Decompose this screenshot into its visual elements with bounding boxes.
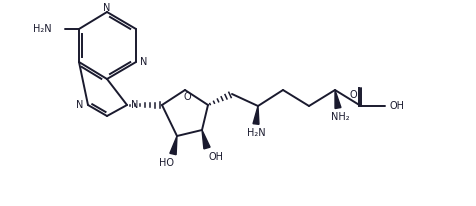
Text: OH: OH <box>389 101 405 111</box>
Text: O: O <box>349 90 357 100</box>
Text: HO: HO <box>159 158 175 168</box>
Text: N: N <box>76 100 84 110</box>
Text: H₂N: H₂N <box>247 128 265 138</box>
Polygon shape <box>335 90 341 109</box>
Polygon shape <box>170 136 177 155</box>
Text: N: N <box>140 57 148 67</box>
Text: N: N <box>103 3 111 13</box>
Text: NH₂: NH₂ <box>331 112 349 122</box>
Text: O: O <box>183 92 191 102</box>
Text: OH: OH <box>208 152 224 162</box>
Text: N: N <box>131 100 139 110</box>
Text: H₂N: H₂N <box>33 24 52 34</box>
Polygon shape <box>253 106 259 124</box>
Polygon shape <box>202 130 210 149</box>
